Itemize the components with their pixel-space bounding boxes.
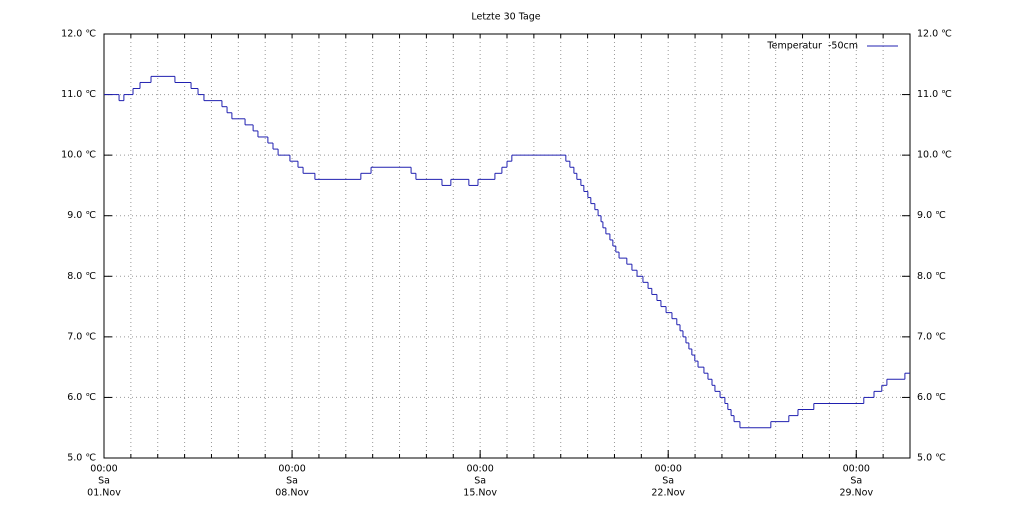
y2-tick-label: 7.0 ℃ — [917, 331, 946, 342]
x-tick-label: 00:00 — [90, 464, 117, 475]
y2-tick-label: 9.0 ℃ — [917, 210, 946, 221]
y2-tick-label: 8.0 ℃ — [917, 271, 946, 282]
legend-label: Temperatur -50cm — [766, 41, 858, 52]
y-tick-label: 10.0 ℃ — [61, 150, 96, 161]
y-tick-label: 7.0 ℃ — [67, 331, 96, 342]
x-tick-label: 00:00 — [278, 464, 305, 475]
y-tick-label: 11.0 ℃ — [61, 89, 96, 100]
x-tick-weekday: Sa — [98, 476, 110, 487]
x-tick-label: 00:00 — [655, 464, 682, 475]
y2-tick-label: 10.0 ℃ — [917, 150, 952, 161]
y-tick-label: 9.0 ℃ — [67, 210, 96, 221]
y2-tick-label: 12.0 ℃ — [917, 29, 952, 40]
y-tick-label: 12.0 ℃ — [61, 29, 96, 40]
x-tick-weekday: Sa — [662, 476, 674, 487]
y2-tick-label: 5.0 ℃ — [917, 453, 946, 464]
x-tick-weekday: Sa — [474, 476, 486, 487]
chart-title: Letzte 30 Tage — [471, 12, 540, 23]
y2-tick-label: 6.0 ℃ — [917, 392, 946, 403]
x-tick-date: 15.Nov — [463, 488, 497, 499]
x-tick-date: 29.Nov — [839, 488, 873, 499]
x-tick-weekday: Sa — [286, 476, 298, 487]
x-tick-date: 01.Nov — [87, 488, 121, 499]
y-tick-label: 5.0 ℃ — [67, 453, 96, 464]
x-tick-weekday: Sa — [850, 476, 862, 487]
plot-frame — [103, 33, 911, 459]
x-tick-date: 08.Nov — [275, 488, 309, 499]
x-tick-label: 00:00 — [466, 464, 493, 475]
y2-tick-label: 11.0 ℃ — [917, 89, 952, 100]
x-tick-label: 00:00 — [843, 464, 870, 475]
x-tick-date: 22.Nov — [651, 488, 685, 499]
y-tick-label: 6.0 ℃ — [67, 392, 96, 403]
y-tick-label: 8.0 ℃ — [67, 271, 96, 282]
